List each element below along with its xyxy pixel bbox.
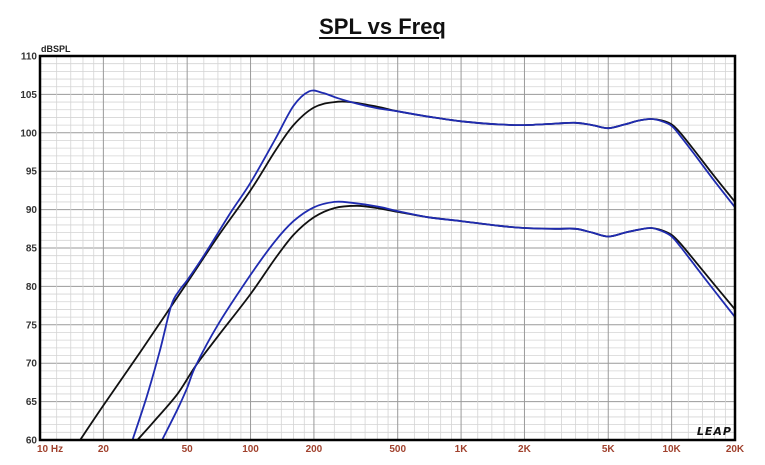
y-axis-ticks: 110 105 100 95 90 85 80 75 70 65 60 — [20, 52, 37, 447]
x-tick-label: 500 — [389, 444, 406, 455]
x-tick-label: 20 — [98, 444, 110, 455]
y-axis-unit-label: dBSPL — [41, 44, 71, 54]
leap-logo: LEAP — [697, 425, 732, 438]
x-tick-label: 1K — [455, 444, 469, 455]
curve-upper-blue — [131, 89, 736, 441]
y-tick-label: 75 — [26, 320, 38, 331]
x-tick-label: 100 — [242, 444, 259, 455]
x-tick-label: 10K — [662, 444, 681, 455]
y-tick-label: 110 — [21, 52, 38, 63]
chart-title: SPL vs Freq — [0, 14, 765, 40]
x-tick-label: 200 — [306, 444, 323, 455]
y-tick-label: 60 — [26, 436, 38, 447]
y-tick-label: 65 — [26, 397, 38, 408]
plot-curves — [40, 89, 736, 441]
chart-title-text: SPL vs Freq — [319, 14, 446, 39]
y-tick-label: 100 — [20, 128, 37, 139]
y-tick-label: 95 — [26, 167, 38, 178]
x-tick-label: 5K — [602, 444, 616, 455]
y-tick-label: 80 — [26, 282, 38, 293]
y-tick-label: 90 — [26, 205, 38, 216]
plot-frame — [38, 54, 737, 442]
x-tick-label: 2K — [518, 444, 532, 455]
plot-grid — [39, 55, 736, 441]
x-tick-label: 20K — [726, 444, 745, 455]
y-tick-label: 85 — [26, 244, 38, 255]
x-tick-label: 50 — [182, 444, 194, 455]
y-tick-label: 105 — [20, 90, 37, 101]
x-tick-label: 10 Hz — [37, 444, 63, 455]
curve-lower-black — [136, 204, 736, 441]
y-tick-label: 70 — [26, 359, 38, 370]
x-axis-ticks: 10 Hz 20 50 100 200 500 1K 2K 5K 10K 20K — [37, 444, 745, 455]
curve-lower-blue — [161, 200, 736, 441]
